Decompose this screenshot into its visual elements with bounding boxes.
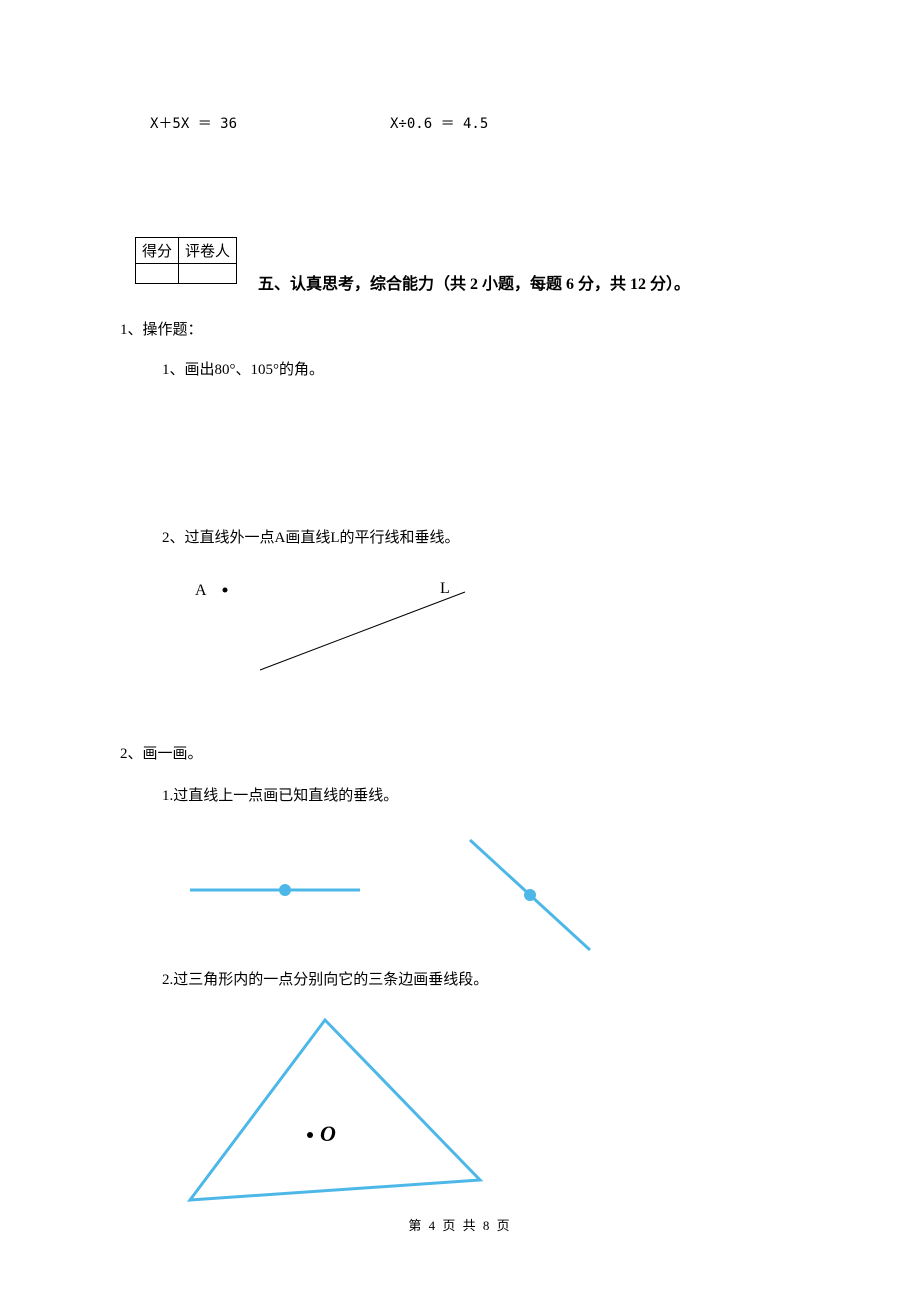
equation-2: X÷0.6 ＝ 4.5 xyxy=(390,113,488,133)
line-L xyxy=(260,592,465,670)
point-A xyxy=(223,588,228,593)
diagram-triangle: O xyxy=(180,1005,500,1215)
diagonal-line-point xyxy=(524,889,536,901)
svg-AL xyxy=(180,570,480,690)
page-footer: 第 4 页 共 8 页 xyxy=(0,1215,920,1234)
label-L: L xyxy=(440,580,450,598)
grader-cell-empty xyxy=(179,264,237,284)
equation-1: X＋5X ＝ 36 xyxy=(150,113,390,133)
diagram-perpendicular-lines xyxy=(180,830,620,960)
label-O: O xyxy=(320,1121,336,1147)
svg-lines xyxy=(180,830,620,960)
question-2-sub2: 2.过三角形内的一点分别向它的三条边画垂线段。 xyxy=(162,968,488,989)
score-table: 得分 评卷人 xyxy=(135,237,237,284)
question-1-label: 1、操作题： xyxy=(120,318,203,339)
svg-triangle xyxy=(180,1005,500,1215)
score-header-grader: 评卷人 xyxy=(179,238,237,264)
label-A: A xyxy=(195,582,207,600)
question-1-sub2: 2、过直线外一点A画直线L的平行线和垂线。 xyxy=(162,526,460,547)
section-title: 五、认真思考，综合能力（共 2 小题，每题 6 分，共 12 分）。 xyxy=(258,270,690,294)
diagram-point-line-AL: A L xyxy=(180,570,480,690)
question-2-sub1: 1.过直线上一点画已知直线的垂线。 xyxy=(162,784,398,805)
question-1-sub1: 1、画出80°、105°的角。 xyxy=(162,358,324,379)
question-2-label: 2、画一画。 xyxy=(120,742,203,763)
score-cell-empty xyxy=(136,264,179,284)
horizontal-line-point xyxy=(279,884,291,896)
center-point-O xyxy=(307,1132,313,1138)
equations-block: X＋5X ＝ 36 X÷0.6 ＝ 4.5 xyxy=(150,113,488,133)
triangle-shape xyxy=(190,1020,480,1200)
score-header-score: 得分 xyxy=(136,238,179,264)
